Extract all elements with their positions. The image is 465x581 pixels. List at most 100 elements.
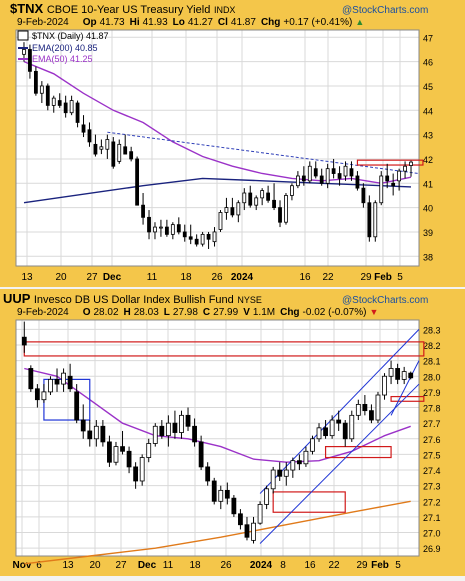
candle-body	[248, 192, 253, 206]
x-tick-label: 29	[356, 560, 368, 571]
x-tick-label: 11	[163, 560, 174, 571]
ema-line	[23, 177, 412, 204]
legend-price: $TNX (Daily) 41.87	[32, 31, 109, 41]
candle-body	[39, 85, 44, 94]
plot-border	[15, 29, 420, 267]
bottom-symbol: UUP	[3, 291, 31, 306]
candle-body	[164, 226, 169, 235]
candle-body	[117, 143, 122, 162]
candle-body	[75, 102, 80, 123]
y-tick-label: 42	[423, 155, 433, 165]
annotation-box	[356, 159, 424, 166]
top-date: 9-Feb-2024	[17, 17, 69, 28]
candle-body	[176, 224, 181, 233]
x-tick-label: 16	[299, 272, 311, 283]
candle-body	[22, 49, 26, 55]
candle-body	[343, 165, 348, 177]
candle-body	[290, 460, 296, 471]
bottom-brand[interactable]: @StockCharts.com	[342, 295, 428, 306]
y-tick-label: 26.9	[423, 544, 441, 554]
candle-body	[385, 175, 390, 182]
y-tick-label: 27.5	[423, 450, 441, 460]
candle-body	[111, 141, 116, 167]
bottom-date: 9-Feb-2024	[17, 307, 69, 318]
y-tick-label: 38	[423, 252, 433, 262]
x-tick-label: 2024	[250, 560, 273, 571]
x-tick-label: Nov	[13, 560, 32, 571]
candle-body	[129, 151, 134, 160]
candle-body	[361, 187, 366, 204]
bottom-open: 28.02	[93, 307, 118, 318]
candle-body	[349, 414, 355, 440]
candle-body	[257, 504, 263, 524]
x-tick-label: 26	[211, 272, 223, 283]
candle-body	[212, 231, 217, 243]
y-tick-label: 27.8	[423, 404, 441, 414]
bottom-change: -0.02 (-0.07%)	[303, 307, 367, 318]
candle-body	[172, 422, 178, 433]
candle-body	[99, 146, 104, 150]
top-change-arrow: ▲	[355, 17, 364, 27]
candle-body	[45, 85, 50, 106]
top-name: CBOE 10-Year US Treasury Yield	[47, 4, 210, 16]
candle-body	[165, 422, 171, 437]
annotation-box	[272, 491, 346, 513]
candle-body	[342, 422, 348, 440]
candle-body	[113, 446, 119, 463]
candle-body	[28, 368, 34, 390]
candle-body	[123, 146, 128, 155]
candle-body	[325, 168, 330, 184]
ema-line	[23, 60, 412, 185]
candle-body	[153, 226, 157, 233]
candle-body	[388, 368, 394, 377]
y-tick-label: 46	[423, 58, 433, 68]
top-brand[interactable]: @StockCharts.com	[342, 5, 428, 16]
candle-body	[270, 469, 276, 490]
candle-body	[296, 460, 302, 465]
x-tick-label: 16	[304, 560, 316, 571]
candle-body	[307, 165, 312, 182]
candle-body	[188, 236, 193, 240]
candle-body	[211, 480, 217, 502]
candle-body	[401, 371, 407, 380]
candle-body	[152, 425, 158, 444]
y-tick-label: 28.0	[423, 372, 441, 382]
candle-body	[63, 102, 68, 114]
candle-body	[375, 394, 381, 421]
candle-body	[362, 403, 368, 412]
candle-body	[283, 469, 289, 477]
candle-body	[310, 438, 315, 452]
candle-body	[379, 175, 384, 204]
bottom-exchange: NYSE	[237, 295, 262, 305]
candle-body	[236, 202, 241, 216]
y-tick-label: 40	[423, 204, 433, 214]
candle-body	[301, 175, 306, 182]
candle-body	[69, 100, 74, 114]
y-tick-label: 27.4	[423, 466, 441, 476]
y-tick-label: 27.0	[423, 529, 441, 539]
candle-body	[206, 233, 211, 240]
y-tick-label: 27.3	[423, 482, 441, 492]
candle-body	[224, 489, 230, 499]
candle-body	[395, 368, 401, 380]
svg-text:UUP Invesco DB US Dollar Index: UUP Invesco DB US Dollar Index Bullish F…	[3, 291, 262, 306]
x-tick-label: 13	[62, 560, 74, 571]
svg-text:$TNX CBOE 10-Year US Treasury: $TNX CBOE 10-Year US Treasury Yield INDX	[10, 1, 235, 16]
x-tick-label: 20	[55, 272, 67, 283]
candle-body	[182, 231, 187, 238]
y-tick-label: 27.6	[423, 435, 441, 445]
candle-body	[87, 129, 92, 143]
legend-candle-swatch	[17, 30, 29, 41]
candle-body	[120, 446, 125, 452]
candle-body	[319, 175, 324, 184]
candle-body	[278, 207, 282, 223]
bottom-close: 27.99	[213, 307, 238, 318]
candle-body	[54, 378, 60, 385]
x-tick-label: 26	[220, 560, 232, 571]
trendline	[390, 360, 420, 416]
candle-body	[295, 175, 300, 187]
candle-body	[230, 207, 235, 216]
candle-body	[185, 414, 191, 427]
x-tick-label: 5	[395, 560, 401, 571]
bottom-name: Invesco DB US Dollar Index Bullish Fund	[34, 294, 234, 306]
